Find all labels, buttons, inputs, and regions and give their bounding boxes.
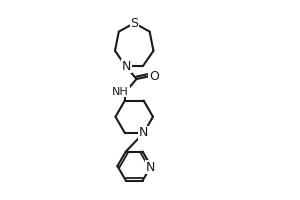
Text: S: S xyxy=(130,17,138,30)
Text: NH: NH xyxy=(112,87,129,97)
Text: O: O xyxy=(149,70,159,83)
Text: N: N xyxy=(145,161,155,174)
Text: N: N xyxy=(139,126,148,139)
Text: N: N xyxy=(122,60,131,73)
